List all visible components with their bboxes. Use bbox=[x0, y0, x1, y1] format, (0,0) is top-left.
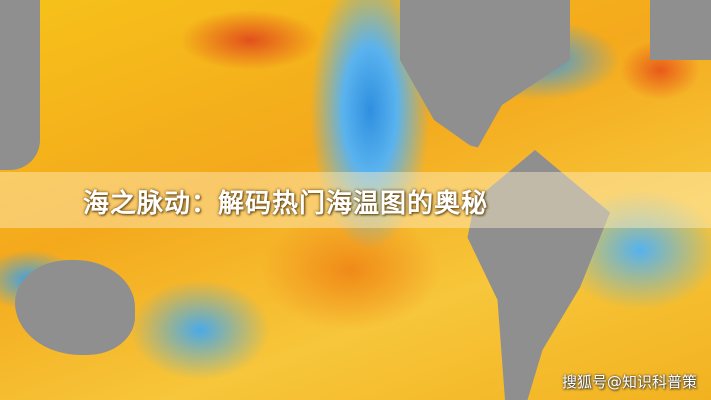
title-banner bbox=[0, 172, 711, 228]
land-australia bbox=[15, 260, 135, 355]
land-asia bbox=[0, 0, 40, 170]
land-europe bbox=[650, 0, 711, 60]
land-north-america bbox=[400, 0, 570, 150]
watermark: 搜狐号@知识科普策 bbox=[561, 373, 697, 391]
headline: 海之脉动：解码热门海温图的奥秘 bbox=[82, 189, 488, 219]
